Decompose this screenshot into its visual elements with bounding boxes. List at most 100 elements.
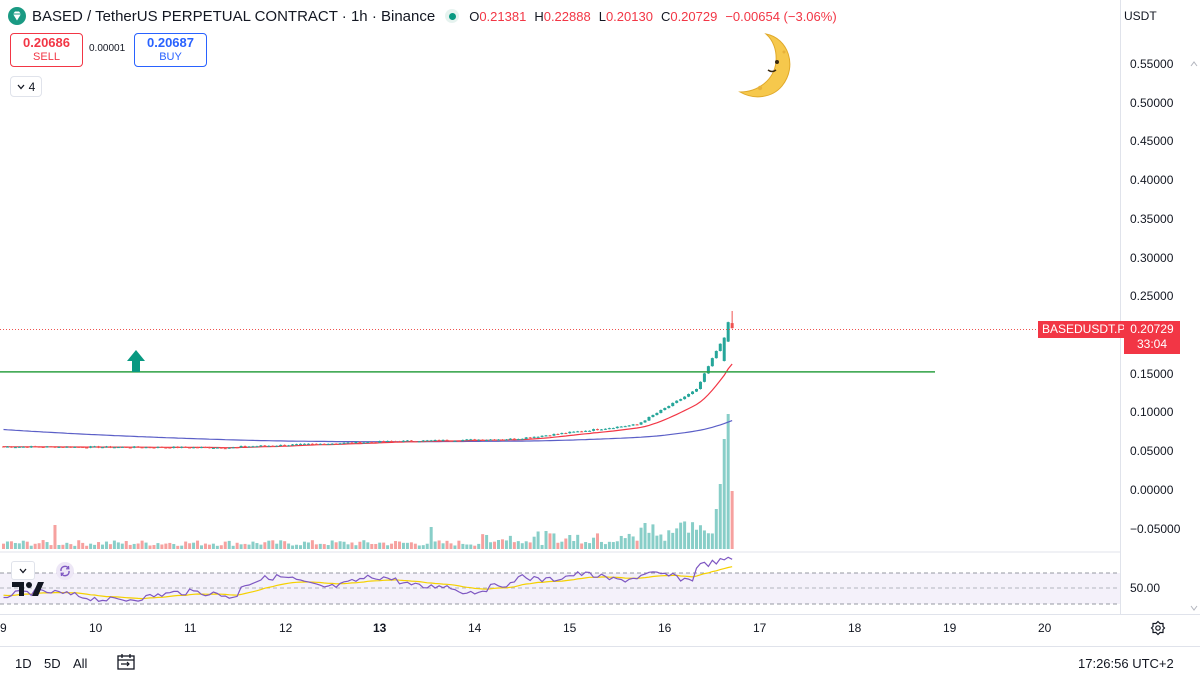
candle-body [378, 441, 382, 443]
candle-body [350, 442, 354, 444]
candle-body [706, 366, 710, 374]
volume-bar [263, 542, 267, 549]
volume-bar [346, 544, 350, 549]
symbol-title[interactable]: BASED / TetherUS PERPETUAL CONTRACT · 1h… [32, 7, 436, 25]
volume-bar [5, 541, 9, 549]
clock-timezone[interactable]: 17:26:56 UTC+2 [1078, 656, 1174, 671]
candle-body [465, 439, 469, 441]
candle-body [184, 446, 188, 448]
candle-body [196, 447, 200, 449]
candle-body [5, 446, 9, 448]
volume-bar [398, 541, 401, 549]
volume-bar [168, 542, 172, 549]
range-all-button[interactable]: All [73, 656, 88, 671]
candle-body [291, 444, 295, 446]
candle-body [128, 447, 132, 449]
volume-bar [156, 543, 160, 549]
candle-body [108, 446, 112, 448]
candle-body [247, 446, 251, 448]
calendar-range-icon[interactable] [116, 652, 136, 672]
candle-body [469, 439, 473, 441]
volume-bar [97, 542, 101, 549]
range-5d-button[interactable]: 5D [44, 656, 61, 671]
candle-body [287, 445, 291, 447]
tradingview-logo-icon[interactable] [12, 580, 44, 604]
candle-body [144, 447, 148, 449]
volume-bar [21, 540, 25, 549]
volume-bar [718, 484, 722, 549]
candle-body [631, 424, 635, 426]
buy-button[interactable]: 0.20687 BUY [134, 33, 207, 67]
candle-body [698, 381, 702, 390]
volume-bar [306, 542, 310, 549]
volume-bar [267, 540, 271, 549]
candle-body [180, 446, 184, 448]
volume-bar [255, 543, 259, 549]
price-axis[interactable] [1120, 0, 1200, 614]
candle-body [398, 441, 401, 443]
volume-bar [251, 541, 255, 549]
candle-body [405, 440, 409, 442]
volume-bar [663, 540, 667, 549]
candle-body [275, 445, 279, 447]
volume-bar [631, 536, 635, 549]
candle-body [33, 446, 37, 448]
refresh-icon[interactable] [56, 562, 74, 580]
sell-button[interactable]: 0.20686 SELL [10, 33, 83, 67]
scroll-up-icon[interactable] [1190, 56, 1198, 67]
volume-bar [615, 541, 619, 549]
scroll-down-icon[interactable] [1190, 600, 1198, 611]
candle-body [342, 442, 346, 444]
volume-bar [9, 541, 13, 549]
candle-body [390, 440, 394, 442]
indicators-toggle-button[interactable]: 4 [10, 76, 42, 97]
candle-body [437, 440, 441, 442]
currency-selector[interactable]: USDT [1124, 6, 1170, 26]
candle-body [61, 446, 65, 448]
candle-body [85, 447, 89, 449]
candle-body [429, 440, 433, 442]
volume-bar [512, 542, 516, 549]
volume-bar [710, 533, 714, 549]
volume-bar [702, 530, 706, 549]
volume-bar [691, 522, 695, 549]
ohlc-values: O0.21381 H0.22888 L0.20130 C0.20729 −0.0… [469, 8, 837, 24]
volume-bar [291, 545, 295, 549]
candle-body [497, 439, 500, 441]
range-1d-button[interactable]: 1D [15, 656, 32, 671]
volume-bar [607, 541, 611, 549]
candle-body [532, 436, 536, 438]
volume-bar [104, 541, 108, 549]
candle-body [104, 446, 108, 448]
volume-bar [326, 545, 330, 549]
candle-body [580, 431, 584, 433]
volume-bar [465, 544, 469, 549]
candle-body [671, 402, 675, 407]
volume-bar [536, 531, 540, 549]
volume-bar [362, 540, 366, 549]
volume-bar [497, 540, 500, 549]
volume-bar [279, 540, 283, 549]
volume-bar [61, 544, 65, 549]
candle-body [401, 440, 405, 442]
volume-bar [528, 542, 532, 549]
time-axis[interactable] [0, 614, 1200, 645]
volume-bar [540, 544, 544, 549]
moving-average-slow-line [3, 420, 733, 443]
rsi-collapse-button[interactable] [11, 561, 35, 580]
candle-body [279, 444, 283, 446]
candle-body [679, 399, 683, 401]
candle-body [687, 394, 691, 397]
volume-bar [132, 543, 136, 549]
candle-body [13, 447, 17, 449]
gear-icon[interactable] [1150, 620, 1166, 636]
volume-bar [136, 543, 140, 549]
candle-body [112, 447, 116, 449]
candle-body [77, 446, 81, 448]
arrow-up-icon [127, 350, 145, 372]
time-tick: 19 [943, 621, 957, 635]
market-status-icon[interactable] [445, 9, 460, 23]
volume-bar [65, 542, 69, 549]
candle-body [421, 440, 425, 442]
